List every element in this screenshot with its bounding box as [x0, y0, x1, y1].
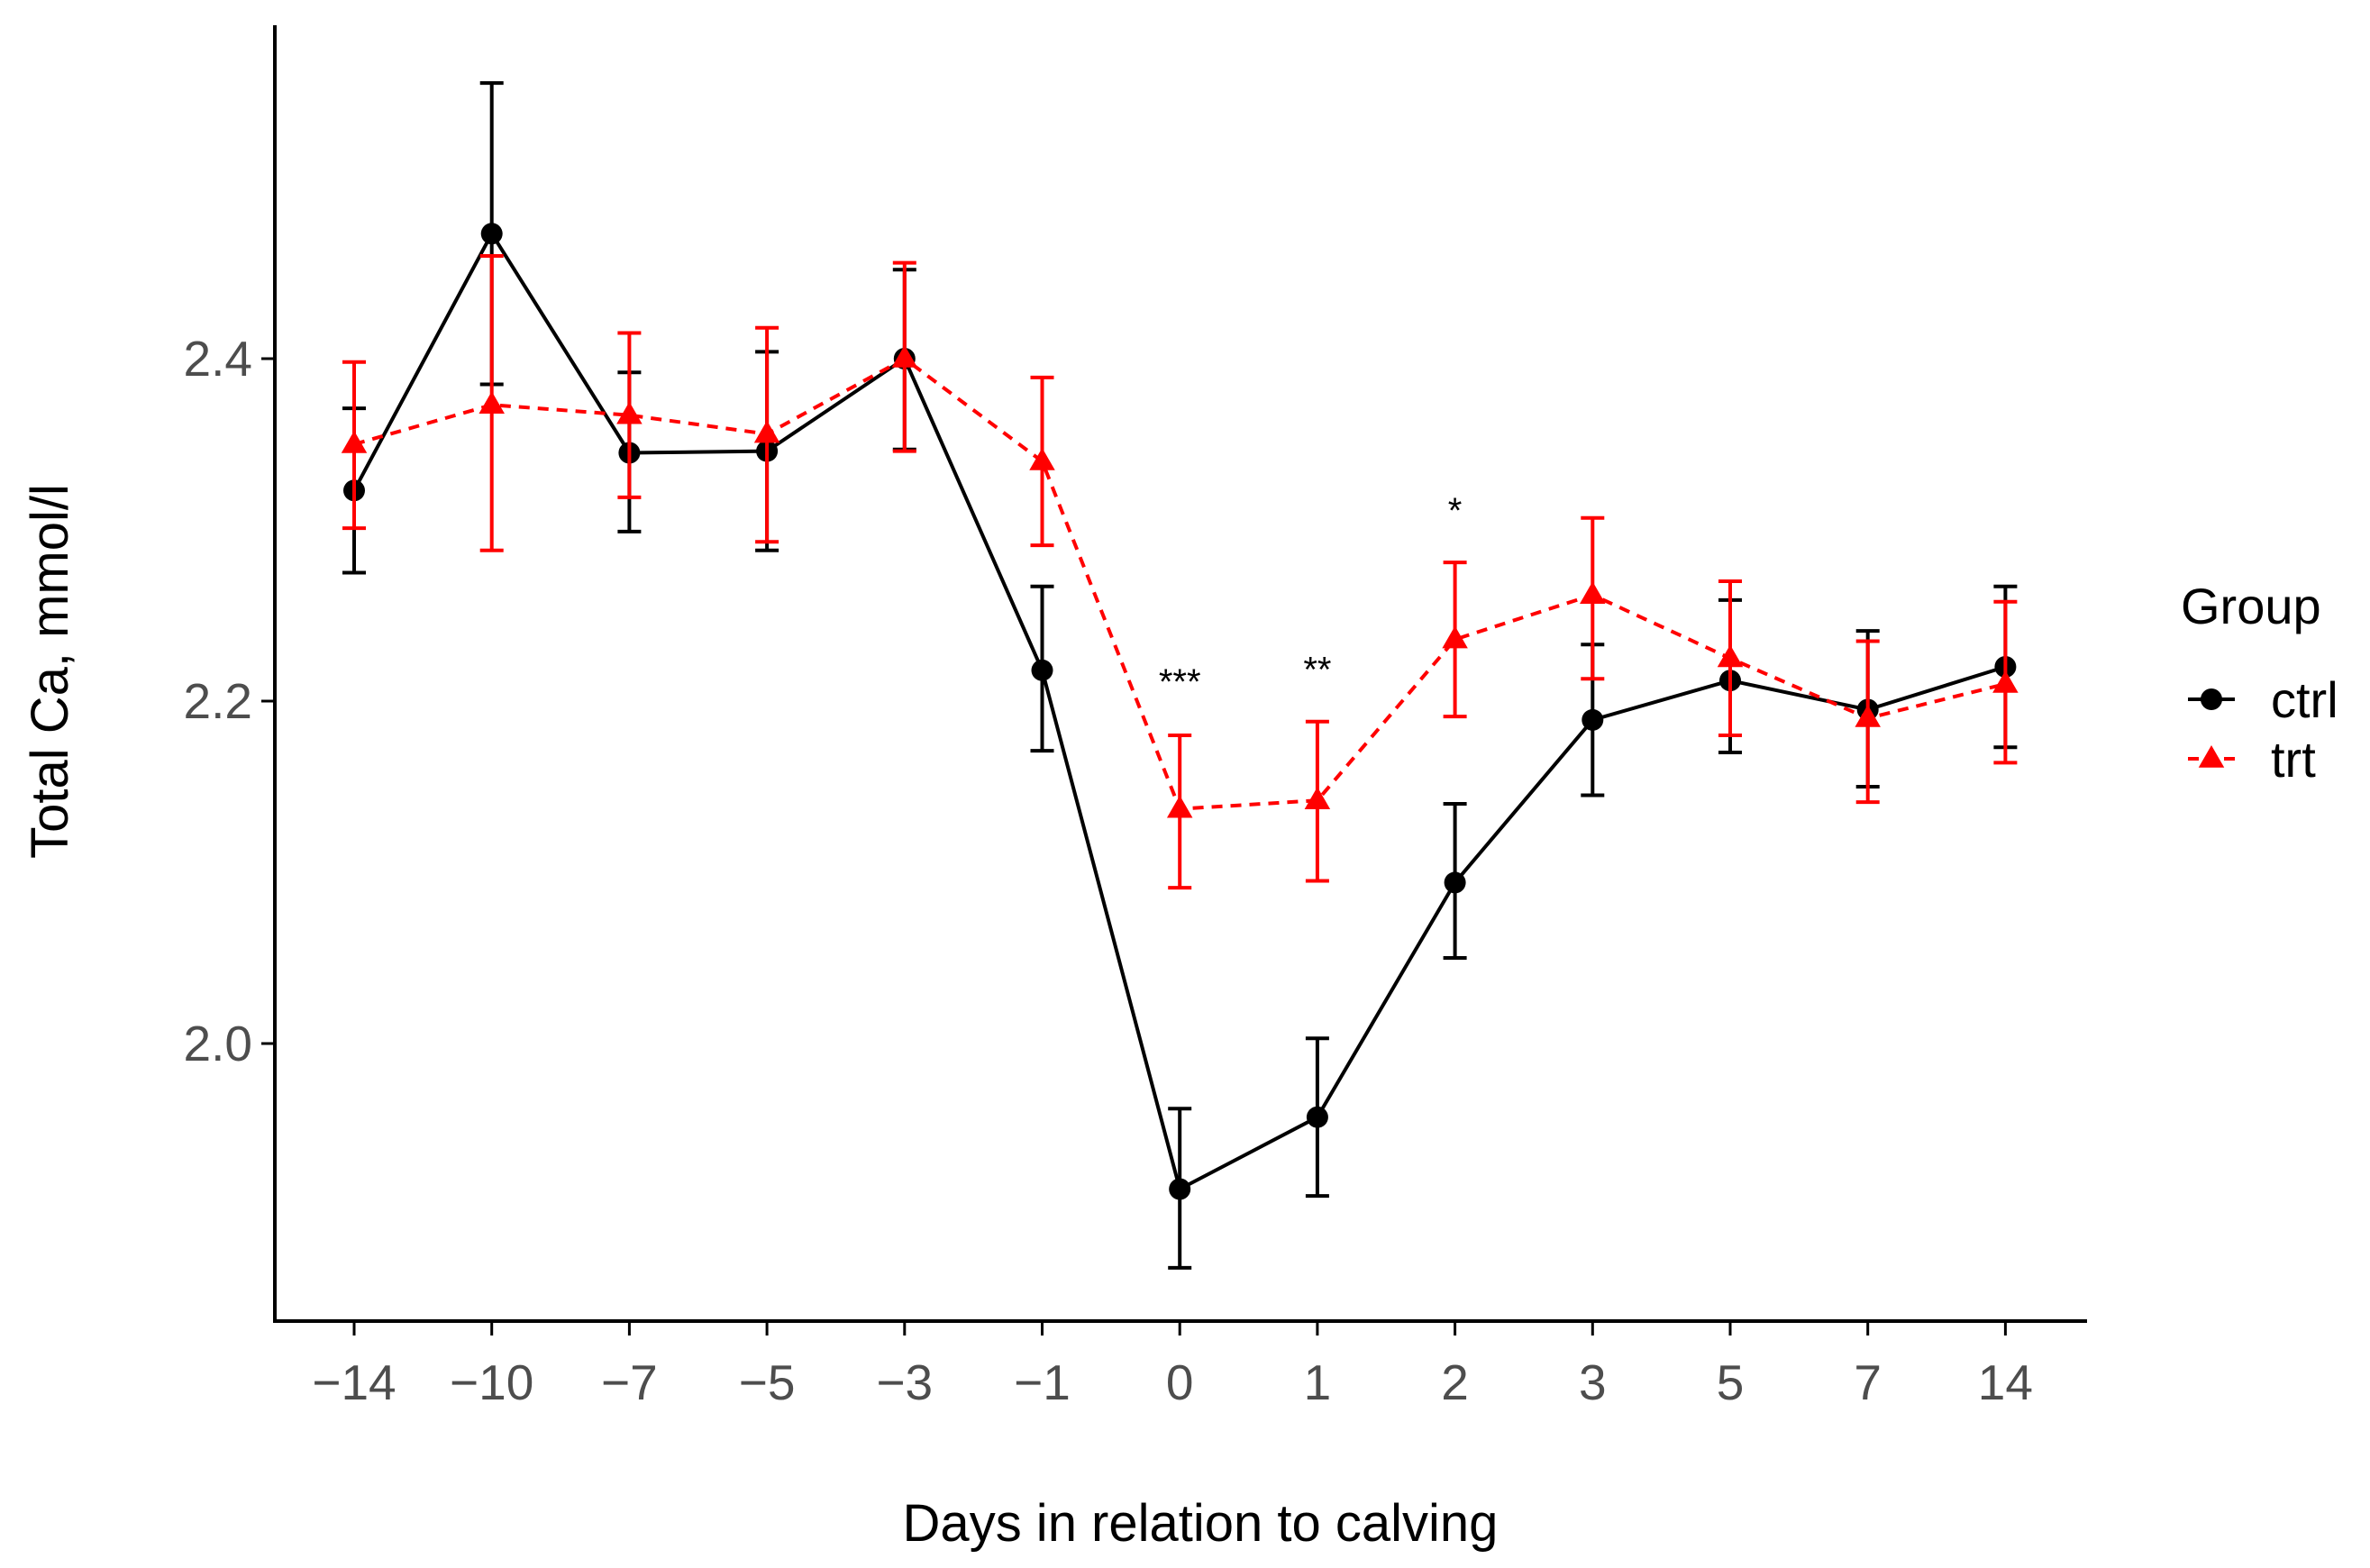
- x-tick-label: 14: [1978, 1354, 2033, 1410]
- significance-label: *: [1448, 491, 1463, 531]
- legend-label: trt: [2271, 731, 2316, 788]
- data-point: [753, 420, 780, 443]
- data-point: [1444, 871, 1466, 894]
- data-point: [2198, 745, 2225, 768]
- series-layer: [341, 81, 2019, 1270]
- data-point: [1166, 795, 1193, 818]
- significance-label: **: [1303, 651, 1331, 690]
- x-tick-label: −7: [601, 1354, 658, 1410]
- x-tick-label: −14: [312, 1354, 396, 1410]
- data-point: [1029, 448, 1055, 470]
- x-tick-label: 0: [1166, 1354, 1194, 1410]
- data-point: [1582, 708, 1604, 731]
- data-point: [1992, 670, 2019, 693]
- data-point: [1580, 581, 1606, 604]
- x-tick-label: 2: [1441, 1354, 1469, 1410]
- x-tick-label: −1: [1014, 1354, 1071, 1410]
- legend-label: ctrl: [2271, 671, 2338, 728]
- y-tick-label: 2.0: [184, 1016, 252, 1071]
- data-point: [1717, 644, 1744, 668]
- significance-label: ***: [1159, 662, 1201, 702]
- data-point: [341, 431, 368, 453]
- x-tick-label: −5: [739, 1354, 796, 1410]
- data-point: [2201, 688, 2222, 710]
- x-tick-label: 1: [1304, 1354, 1332, 1410]
- y-axis-ticks: 2.0 2.2 2.4: [184, 331, 275, 1071]
- legend-title: Group: [2181, 578, 2321, 634]
- series-line: [352, 232, 2006, 1191]
- x-tick-label: 5: [1717, 1354, 1745, 1410]
- data-point: [1031, 659, 1053, 681]
- data-point: [891, 345, 918, 368]
- x-tick-label: 7: [1854, 1354, 1882, 1410]
- data-point: [1169, 1178, 1191, 1200]
- series-trt: [341, 254, 2019, 890]
- x-tick-label: 3: [1579, 1354, 1607, 1410]
- data-point: [616, 401, 643, 424]
- data-point: [1304, 787, 1331, 809]
- data-point: [1442, 625, 1468, 649]
- y-tick-label: 2.2: [184, 673, 252, 729]
- legend-item-ctrl: ctrl: [2188, 671, 2338, 728]
- x-tick-label: −10: [450, 1354, 533, 1410]
- significance-annotations: *** ***: [1159, 491, 1463, 702]
- data-point: [479, 391, 505, 415]
- data-point: [1306, 1106, 1328, 1128]
- x-tick-label: −3: [876, 1354, 933, 1410]
- y-axis-title: Total Ca, mmol/l: [21, 484, 79, 859]
- x-axis-title: Days in relation to calving: [903, 1494, 1499, 1553]
- data-point: [480, 223, 503, 245]
- legend-item-trt: trt: [2188, 731, 2316, 788]
- y-tick-label: 2.4: [184, 331, 252, 387]
- data-point: [1855, 705, 1881, 727]
- x-axis-ticks: −14 −10 −7 −5 −3 −1 0 1 2 3 5 7 14: [312, 1321, 2033, 1410]
